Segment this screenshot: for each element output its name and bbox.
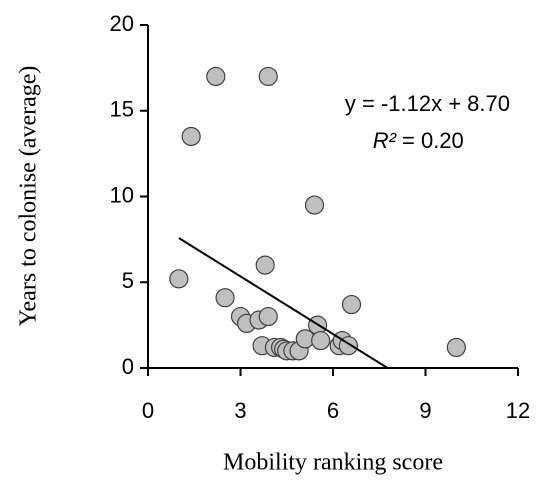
x-axis-label: Mobility ranking score bbox=[223, 450, 443, 476]
point bbox=[311, 330, 331, 351]
point bbox=[255, 255, 275, 275]
point bbox=[206, 66, 226, 87]
x-tick-label: 0 bbox=[142, 398, 154, 423]
point bbox=[181, 126, 201, 147]
x-tick-label: 12 bbox=[506, 398, 530, 423]
trendline bbox=[178, 237, 389, 369]
y-tick-label: 5 bbox=[122, 268, 134, 293]
point bbox=[169, 269, 189, 289]
point bbox=[215, 288, 235, 308]
y-axis-label: Years to colonise (average) bbox=[16, 66, 42, 327]
r2-symbol: R² bbox=[373, 128, 397, 153]
y-tick-label: 15 bbox=[110, 97, 134, 122]
x-tick-label: 6 bbox=[327, 398, 339, 423]
y-tick-label: 10 bbox=[110, 182, 134, 207]
point bbox=[446, 337, 466, 358]
x-tick-label: 3 bbox=[234, 398, 246, 423]
point bbox=[258, 306, 278, 327]
point bbox=[258, 66, 278, 87]
trend-equation: y = -1.12x + 8.70 bbox=[345, 91, 510, 116]
y-tick-label: 0 bbox=[122, 354, 134, 379]
r2-value: = 0.20 bbox=[402, 128, 464, 153]
point bbox=[304, 195, 325, 215]
point bbox=[341, 294, 362, 315]
x-tick-label: 9 bbox=[419, 398, 431, 423]
y-tick-label: 20 bbox=[110, 11, 134, 36]
